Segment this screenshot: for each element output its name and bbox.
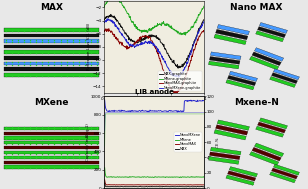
MAX (197, 185, 201, 188)
MXene (202, 176, 206, 178)
Y-axis label: C.E.%: C.E.% (216, 136, 220, 148)
NanoMAX (129, 184, 133, 186)
MXene (197, 176, 201, 178)
MXene-graphite (187, 30, 191, 32)
NanoMXene (180, 111, 184, 113)
Line: MXene: MXene (105, 168, 204, 178)
NanoMXene (107, 110, 111, 113)
Y-axis label: Reflection Loss S11 (dB): Reflection Loss S11 (dB) (87, 23, 91, 70)
MAX-graphite (103, 19, 106, 21)
MXene-graphite (184, 34, 187, 36)
NanoMXene-graphite (105, 18, 109, 20)
NanoMAX (121, 184, 125, 186)
MAX-graphite (187, 56, 191, 58)
Line: MAX-graphite: MAX-graphite (104, 14, 204, 68)
Legend: MAX-graphite, MXene-graphite, NanoMAX-graphite, NanoMXene-graphite: MAX-graphite, MXene-graphite, NanoMAX-gr… (158, 71, 202, 91)
NanoMXene (121, 110, 125, 112)
NanoMXene (194, 100, 198, 102)
NanoMAX-graphite (193, 46, 197, 49)
Text: Nano MAX: Nano MAX (230, 3, 283, 12)
MXene (109, 176, 112, 178)
NanoMXene (197, 100, 201, 102)
NanoMXene (109, 110, 112, 112)
MAX (129, 186, 133, 188)
NanoMXene (103, 99, 107, 101)
Line: NanoMXene-graphite: NanoMXene-graphite (104, 19, 204, 77)
NanoMXene-graphite (164, 62, 167, 64)
MXene (121, 176, 125, 178)
NanoMXene-graphite (193, 40, 197, 42)
MXene (103, 167, 107, 169)
MXene-graphite (103, 5, 106, 8)
MAX (121, 186, 125, 188)
NanoMAX-graphite (162, 70, 166, 72)
MAX (202, 186, 206, 188)
Text: Mxene-N: Mxene-N (234, 98, 279, 107)
NanoMAX (158, 184, 161, 186)
NanoMXene (202, 100, 206, 102)
NanoMXene-graphite (162, 57, 165, 60)
NanoMAX (194, 184, 198, 186)
Title: LIB anode: LIB anode (135, 89, 173, 95)
MAX-graphite (164, 49, 167, 51)
Line: NanoMAX-graphite: NanoMAX-graphite (104, 29, 204, 94)
MXene-graphite (193, 21, 197, 24)
NanoMAX-graphite (164, 75, 167, 77)
NanoMAX-graphite (187, 65, 191, 67)
MAX-graphite (202, 19, 206, 21)
NanoMAX-graphite (102, 29, 106, 32)
MXene (129, 176, 133, 178)
NanoMAX-graphite (174, 93, 178, 95)
NanoMXene-graphite (177, 76, 180, 78)
MAX (103, 182, 107, 184)
NanoMAX-graphite (103, 30, 106, 33)
NanoMAX (103, 179, 107, 181)
NanoMAX (109, 184, 112, 186)
Text: MAX: MAX (40, 3, 63, 12)
MAX-graphite (109, 13, 113, 15)
NanoMXene (129, 110, 133, 112)
Line: NanoMAX: NanoMAX (105, 180, 204, 185)
MAX-graphite (162, 45, 165, 47)
MXene-graphite (162, 20, 165, 22)
MXene (194, 176, 198, 178)
MAX-graphite (193, 39, 197, 41)
MXene-graphite (202, 5, 206, 7)
NanoMXene-graphite (102, 21, 106, 23)
Y-axis label: Capacity (mAh g-1): Capacity (mAh g-1) (86, 123, 90, 161)
MXene-graphite (162, 22, 166, 24)
NanoMAX-graphite (162, 70, 165, 72)
Line: MAX: MAX (105, 183, 204, 187)
NanoMAX (197, 184, 201, 186)
NanoMAX (202, 184, 206, 186)
MXene-graphite (164, 24, 167, 26)
MXene-graphite (102, 6, 106, 8)
Line: MXene-graphite: MXene-graphite (104, 0, 204, 35)
MAX (107, 185, 111, 188)
Text: MXene: MXene (34, 98, 69, 107)
NanoMXene-graphite (202, 20, 206, 23)
MAX (195, 186, 198, 188)
NanoMAX-graphite (202, 31, 206, 33)
NanoMAX-graphite (107, 28, 111, 30)
NanoMAX (107, 184, 111, 186)
MAX-graphite (176, 67, 180, 69)
MAX (109, 186, 112, 188)
NanoMXene-graphite (162, 58, 166, 61)
NanoMXene-graphite (187, 56, 191, 58)
MXene (107, 176, 111, 178)
Legend: NanoMXene, MXene, NanoMAX, MAX: NanoMXene, MXene, NanoMAX, MAX (174, 132, 202, 152)
MAX (193, 185, 197, 188)
MAX-graphite (102, 19, 106, 21)
MAX-graphite (162, 43, 166, 46)
NanoMXene-graphite (103, 21, 106, 24)
MXene (178, 177, 182, 179)
Line: NanoMXene: NanoMXene (105, 100, 204, 112)
X-axis label: Frequency (Hz): Frequency (Hz) (138, 104, 170, 108)
